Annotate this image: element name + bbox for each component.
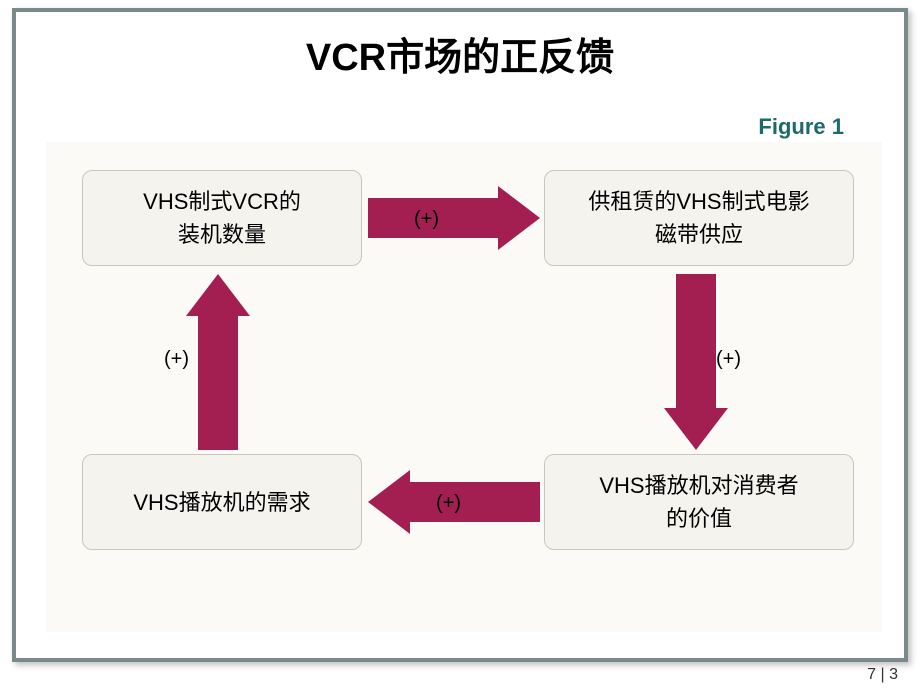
page-number: 7 | 3	[867, 666, 898, 684]
slide-frame: VCR市场的正反馈 Figure 1 VHS制式VCR的装机数量 供租赁的VHS制…	[12, 8, 908, 662]
edge-label-e3: (+)	[436, 492, 461, 515]
node-n2: 供租赁的VHS制式电影磁带供应	[544, 170, 854, 266]
node-n3: VHS播放机对消费者的价值	[544, 454, 854, 550]
arrow-e1	[368, 186, 540, 250]
slide-title: VCR市场的正反馈	[16, 12, 904, 81]
edge-label-e2: (+)	[716, 348, 741, 371]
node-n1: VHS制式VCR的装机数量	[82, 170, 362, 266]
edge-label-e1: (+)	[414, 208, 439, 231]
node-n4: VHS播放机的需求	[82, 454, 362, 550]
edge-label-e4: (+)	[164, 348, 189, 371]
figure-label: Figure 1	[758, 114, 844, 140]
arrow-e4	[186, 274, 250, 450]
